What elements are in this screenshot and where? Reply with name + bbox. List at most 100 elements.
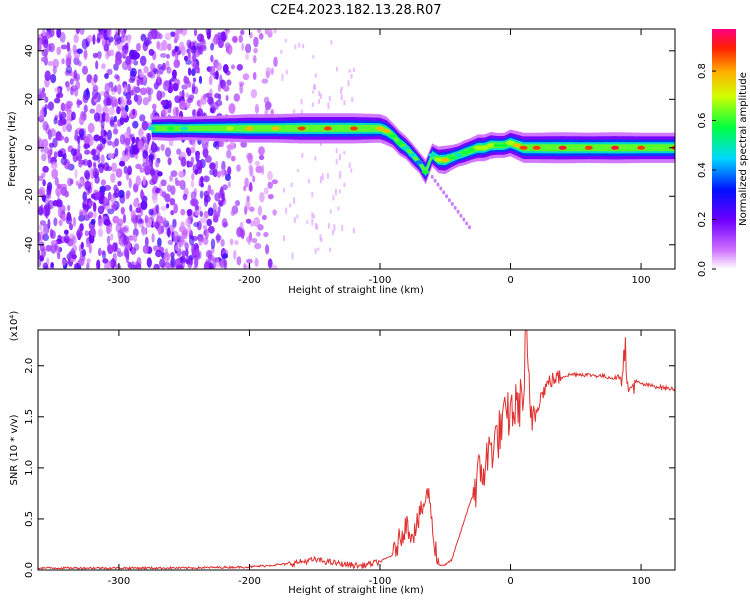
- noise-blob: [93, 134, 101, 142]
- noise-blob: [185, 59, 192, 65]
- noise-blob: [96, 37, 101, 44]
- noise-blob: [173, 203, 178, 214]
- noise-blob: [109, 233, 114, 241]
- noise-blob: [147, 132, 152, 142]
- tail-blob: [462, 217, 466, 222]
- noise-streak: [316, 224, 319, 230]
- noise-blob: [56, 46, 61, 56]
- noise-blob: [122, 235, 129, 246]
- noise-blob: [193, 222, 200, 228]
- noise-blob: [108, 36, 114, 43]
- noise-blob: [194, 63, 200, 74]
- noise-blob: [87, 159, 92, 168]
- tail-blob: [459, 213, 463, 218]
- y-tick-label: 40: [24, 44, 35, 57]
- noise-blob: [117, 229, 123, 240]
- noise-blob: [162, 110, 166, 116]
- noise-blob: [167, 157, 172, 166]
- ridge-point: [421, 170, 430, 174]
- noise-streak: [296, 214, 299, 219]
- noise-blob: [214, 33, 219, 45]
- noise-blob: [65, 57, 72, 68]
- noise-blob: [135, 175, 141, 187]
- noise-blob: [106, 68, 113, 75]
- noise-blob: [210, 43, 215, 51]
- noise-blob: [104, 184, 112, 191]
- noise-blob: [63, 234, 70, 244]
- noise-blob: [96, 259, 101, 269]
- noise-blob: [139, 114, 146, 122]
- noise-blob: [142, 97, 149, 106]
- noise-blob: [124, 137, 131, 146]
- noise-streak: [329, 247, 332, 252]
- noise-blob: [202, 237, 209, 245]
- tail-blob: [465, 221, 469, 226]
- noise-blob: [71, 254, 77, 260]
- noise-streak: [351, 97, 354, 102]
- noise-blob: [243, 263, 247, 269]
- x-tick-label: 0: [507, 576, 513, 587]
- snr-y-multiplier: (x10⁴): [9, 311, 20, 342]
- noise-blob: [193, 29, 198, 37]
- noise-streak: [317, 247, 320, 251]
- tail-blob: [442, 190, 446, 195]
- noise-blob: [152, 103, 157, 110]
- noise-blob: [159, 258, 166, 268]
- noise-blob: [57, 135, 65, 141]
- noise-blob: [190, 180, 194, 188]
- noise-blob: [236, 164, 241, 172]
- noise-blob: [74, 129, 79, 140]
- noise-blob: [127, 165, 132, 176]
- noise-blob: [124, 104, 129, 113]
- noise-streak: [340, 86, 343, 91]
- noise-blob: [133, 234, 138, 243]
- noise-blob: [207, 184, 212, 195]
- noise-blob: [175, 258, 181, 266]
- noise-blob: [83, 143, 89, 150]
- noise-blob: [47, 218, 51, 230]
- noise-blob: [190, 45, 197, 54]
- noise-blob: [200, 182, 204, 188]
- noise-streak: [307, 178, 310, 184]
- noise-blob: [60, 157, 68, 166]
- noise-blob: [69, 223, 73, 231]
- colorbar-tick-label: 0.6: [697, 113, 708, 129]
- noise-blob: [79, 211, 83, 217]
- noise-blob: [144, 215, 149, 224]
- noise-blob: [127, 261, 132, 269]
- noise-blob: [42, 165, 49, 173]
- ridge-point: [486, 143, 495, 148]
- noise-blob: [196, 159, 203, 171]
- noise-blob: [54, 97, 61, 104]
- noise-streak: [314, 223, 317, 229]
- noise-blob: [103, 91, 107, 97]
- noise-blob: [65, 65, 73, 74]
- noise-blob: [131, 85, 138, 96]
- y-tick-label: -20: [24, 188, 35, 204]
- noise-blob: [61, 214, 66, 222]
- noise-blob: [178, 41, 185, 52]
- noise-blob: [101, 250, 107, 260]
- noise-blob: [157, 171, 163, 177]
- snr-frame: [37, 329, 676, 571]
- noise-blob: [56, 29, 62, 39]
- noise-blob: [42, 121, 49, 131]
- noise-blob: [253, 36, 259, 48]
- noise-blob: [254, 257, 259, 267]
- noise-blob: [107, 129, 112, 141]
- noise-blob: [226, 144, 233, 150]
- noise-streak: [298, 42, 301, 48]
- noise-blob: [199, 211, 203, 217]
- noise-streak: [319, 93, 322, 99]
- noise-blob: [51, 168, 59, 179]
- noise-streak: [312, 90, 315, 94]
- noise-blob: [234, 240, 239, 246]
- noise-blob: [265, 244, 270, 255]
- noise-blob: [135, 214, 142, 224]
- noise-blob: [50, 73, 57, 84]
- noise-blob: [141, 120, 149, 131]
- noise-blob: [57, 150, 63, 158]
- noise-blob: [267, 194, 274, 200]
- noise-blob: [190, 198, 197, 207]
- noise-blob: [119, 96, 125, 102]
